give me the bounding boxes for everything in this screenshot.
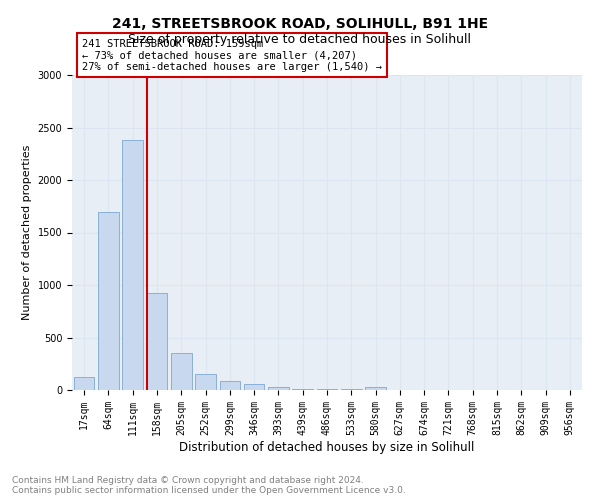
- Bar: [74, 377, 94, 390]
- Bar: [220, 380, 240, 390]
- Y-axis label: Number of detached properties: Number of detached properties: [22, 145, 32, 320]
- Text: 241 STREETSBROOK ROAD: 159sqm
← 73% of detached houses are smaller (4,207)
27% o: 241 STREETSBROOK ROAD: 159sqm ← 73% of d…: [82, 38, 382, 72]
- Bar: [146, 294, 167, 390]
- Bar: [98, 212, 119, 390]
- Bar: [365, 387, 386, 390]
- Text: Contains HM Land Registry data © Crown copyright and database right 2024.
Contai: Contains HM Land Registry data © Crown c…: [12, 476, 406, 495]
- Bar: [195, 374, 216, 390]
- Bar: [268, 387, 289, 390]
- Bar: [171, 353, 191, 390]
- Bar: [122, 140, 143, 390]
- Text: 241, STREETSBROOK ROAD, SOLIHULL, B91 1HE: 241, STREETSBROOK ROAD, SOLIHULL, B91 1H…: [112, 18, 488, 32]
- Text: Size of property relative to detached houses in Solihull: Size of property relative to detached ho…: [128, 32, 472, 46]
- Bar: [244, 384, 265, 390]
- X-axis label: Distribution of detached houses by size in Solihull: Distribution of detached houses by size …: [179, 440, 475, 454]
